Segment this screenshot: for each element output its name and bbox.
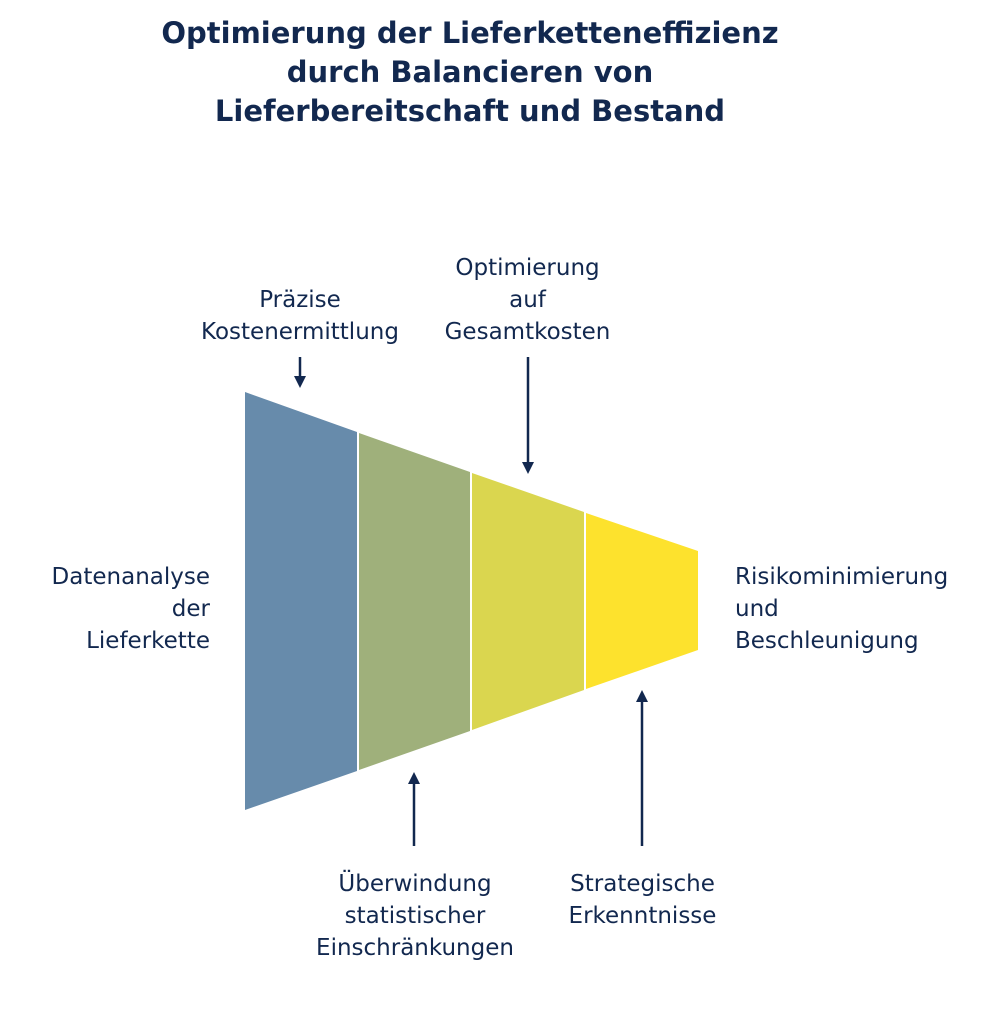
diagram-title: Optimierung der Lieferketteneffizienz du…	[0, 14, 940, 131]
label-bottom1-line-2: statistischer	[344, 903, 486, 929]
label-bottom2-line-2: Erkenntnisse	[568, 903, 717, 929]
label-strategische-erkenntnisse: Strategische Erkenntnisse	[520, 868, 765, 932]
funnel-segment-2	[359, 433, 470, 770]
arrow-bottom-2-head	[636, 690, 648, 702]
label-top2-line-2: auf	[509, 287, 546, 313]
label-top2-line-3: Gesamtkosten	[444, 319, 611, 345]
label-bottom2-line-1: Strategische	[570, 871, 715, 897]
label-optimierung-gesamtkosten: Optimierung auf Gesamtkosten	[395, 252, 660, 348]
funnel-segment-4	[586, 513, 698, 689]
label-praezise-kostenermittlung: Präzise Kostenermittlung	[170, 284, 430, 348]
label-bottom1-line-3: Einschränkungen	[316, 935, 514, 961]
arrow-top-1-head	[294, 376, 306, 388]
funnel-segment-3	[472, 473, 584, 730]
label-right-line-3: Beschleunigung	[735, 628, 919, 654]
title-line-1: Optimierung der Lieferketteneffizienz	[161, 16, 779, 50]
title-line-3: Lieferbereitschaft und Bestand	[214, 94, 726, 128]
label-right-line-1: Risikominimierung	[735, 564, 949, 590]
label-left-line-2: der	[171, 596, 210, 622]
label-right-line-2: und	[735, 596, 779, 622]
title-line-2: durch Balancieren von	[286, 55, 654, 89]
arrow-top-2-head	[522, 462, 534, 474]
label-datenanalyse: Datenanalyse der Lieferkette	[20, 561, 210, 657]
label-risikominimierung: Risikominimierung und Beschleunigung	[735, 561, 995, 657]
arrows	[294, 357, 648, 846]
label-ueberwindung: Überwindung statistischer Einschränkunge…	[285, 868, 545, 964]
label-top1-line-1: Präzise	[259, 287, 341, 313]
label-top1-line-2: Kostenermittlung	[201, 319, 399, 345]
funnel-segment-1	[245, 392, 357, 810]
arrow-bottom-1-head	[408, 772, 420, 784]
label-top2-line-1: Optimierung	[455, 255, 600, 281]
label-left-line-1: Datenanalyse	[51, 564, 210, 590]
label-left-line-3: Lieferkette	[86, 628, 210, 654]
funnel-segments	[245, 392, 698, 810]
label-bottom1-line-1: Überwindung	[338, 871, 492, 897]
